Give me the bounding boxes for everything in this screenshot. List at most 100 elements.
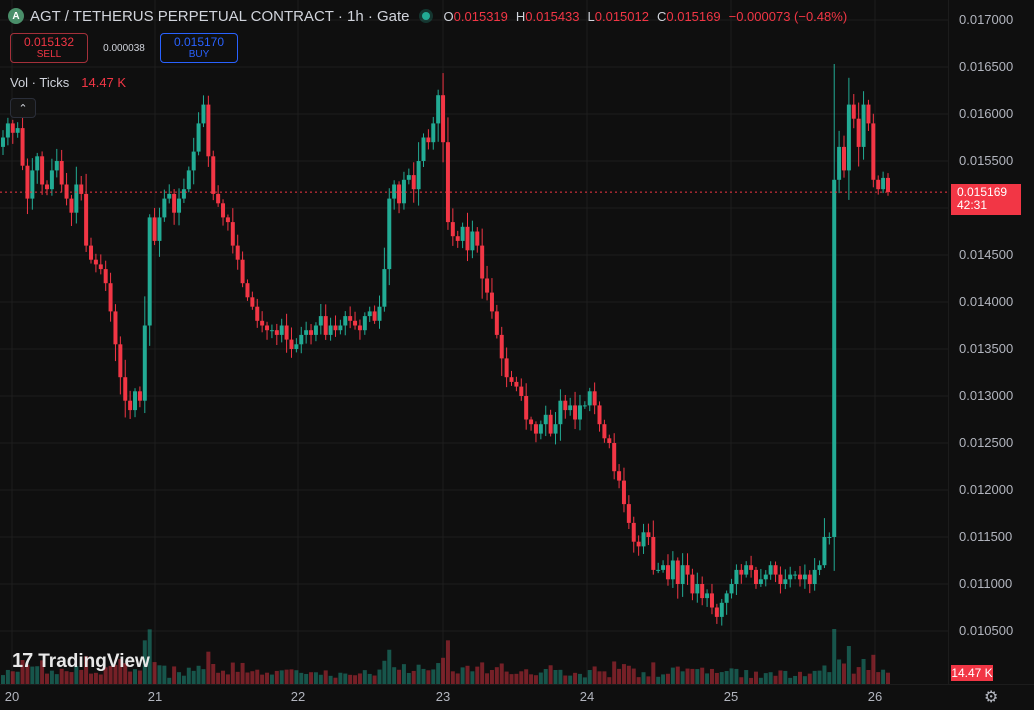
candle [35, 152, 40, 184]
candle [524, 383, 529, 430]
volume-bar [749, 677, 754, 684]
candle [98, 254, 103, 275]
candle [719, 598, 724, 626]
candle [543, 405, 548, 437]
sell-button[interactable]: 0.015132 SELL [10, 33, 88, 63]
candle [225, 214, 230, 231]
candle [343, 311, 348, 336]
candle [235, 234, 240, 270]
price-tick-label: 0.012500 [959, 435, 1013, 450]
time-tick-label: 23 [436, 689, 450, 704]
spread-value: 0.000038 [103, 42, 145, 54]
volume-bar [827, 672, 832, 684]
candle-body [587, 391, 592, 406]
volume-bar [406, 672, 411, 684]
candle-body [617, 471, 622, 481]
candle-body [113, 311, 118, 345]
candle-body [93, 259, 98, 265]
candle-body [797, 574, 802, 580]
volume-bar [651, 662, 656, 684]
time-tick-label: 25 [724, 689, 738, 704]
candle-body [573, 405, 578, 420]
candle-body [685, 565, 690, 575]
candle-body [172, 193, 177, 213]
volume-bar [10, 671, 15, 684]
volume-bar [744, 670, 749, 684]
volume-bar [357, 673, 362, 684]
candle-body [514, 381, 519, 387]
candle-body [216, 193, 221, 204]
volume-bar [685, 668, 690, 684]
candle [245, 279, 250, 301]
volume-bar [773, 675, 778, 684]
volume-bar [504, 671, 509, 684]
volume-bar [181, 675, 186, 684]
candle-body [881, 177, 886, 190]
price-tick-label: 0.016500 [959, 59, 1013, 74]
candle [553, 412, 558, 445]
volume-bar [617, 668, 622, 684]
volume-bar [177, 672, 182, 684]
volume-bar [455, 673, 460, 684]
volume-bar [533, 675, 538, 684]
volume-bar [279, 670, 284, 684]
candle-body [274, 330, 279, 335]
candle-body [54, 161, 59, 171]
candle-body [147, 217, 152, 326]
volume-legend[interactable]: Vol · Ticks 14.47 K [10, 75, 126, 90]
volume-bar [700, 667, 705, 684]
candle-body [123, 377, 128, 401]
volume-bar [802, 676, 807, 684]
candle-body [690, 574, 695, 594]
candle-body [871, 123, 876, 180]
buy-button[interactable]: 0.015170 BUY [160, 33, 238, 63]
buy-label: BUY [188, 49, 210, 61]
candle-body [524, 396, 529, 420]
candle [861, 91, 866, 160]
volume-bar [387, 649, 392, 684]
candle [807, 570, 812, 594]
candle [548, 409, 553, 437]
candle [206, 95, 211, 167]
change-value: −0.000073 (−0.48%) [728, 8, 848, 24]
candle-body [489, 292, 494, 312]
candle [64, 172, 69, 206]
candle-body [103, 269, 108, 284]
volume-bar [40, 660, 45, 684]
candle-body [362, 316, 367, 331]
volume-bar [372, 675, 377, 684]
volume-bar [294, 670, 299, 684]
candle [431, 116, 436, 150]
volume-bar [382, 660, 387, 684]
candle [489, 278, 494, 319]
candle [729, 578, 734, 599]
candle [137, 386, 142, 408]
gear-icon[interactable]: ⚙ [984, 689, 999, 706]
high-value: 0.015433 [525, 8, 580, 24]
volume-bar [548, 665, 553, 684]
candle-body [431, 123, 436, 143]
candle-body [69, 198, 74, 213]
candle [265, 321, 270, 340]
candle-body [387, 198, 392, 270]
volume-bar [172, 666, 177, 684]
time-tick-label: 24 [580, 689, 594, 704]
agt-logo-icon: A [8, 8, 24, 24]
candle [763, 570, 768, 587]
volume-bar [333, 677, 338, 684]
volume-bar [602, 671, 607, 684]
candle-body [40, 156, 45, 185]
time-tick-label: 26 [868, 689, 882, 704]
volume-bar [524, 669, 529, 684]
volume-bar [1, 675, 5, 684]
tradingview-logo[interactable]: 17 TradingView [12, 650, 150, 673]
candle-body [529, 419, 534, 425]
sell-price: 0.015132 [23, 34, 75, 49]
candle [617, 464, 622, 489]
symbol-title[interactable]: AGT / TETHERUS PERPETUAL CONTRACT · 1h ·… [30, 7, 410, 25]
candle [533, 421, 538, 443]
candle [851, 94, 856, 129]
volume-bar [25, 664, 30, 684]
collapse-legend-button[interactable]: ⌃ [10, 98, 36, 118]
